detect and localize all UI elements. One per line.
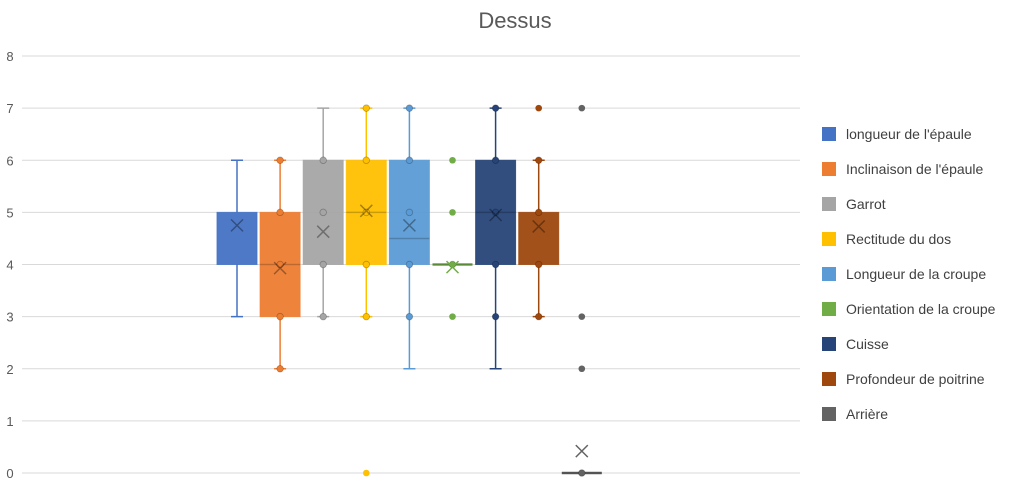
mean-marker (273, 261, 287, 275)
legend-swatch (822, 302, 836, 317)
mean-marker (489, 208, 503, 222)
data-point (362, 260, 370, 269)
box-series-6 (475, 104, 517, 370)
y-tick-label: 6 (6, 153, 13, 168)
legend-swatch (822, 407, 836, 422)
box-series-3 (345, 104, 387, 477)
data-point (535, 312, 543, 321)
outlier-point (449, 209, 456, 216)
mean-marker (359, 204, 373, 218)
box (216, 211, 258, 265)
data-point (535, 208, 543, 217)
legend-item: Inclinaison de l'épaule (822, 151, 995, 186)
box-series-2 (302, 107, 344, 321)
outlier-point (449, 156, 456, 164)
box-series-7 (518, 104, 560, 321)
data-point (362, 156, 370, 164)
outlier-point (449, 313, 456, 320)
data-point (405, 104, 414, 112)
data-point (491, 104, 500, 112)
data-point (319, 312, 327, 321)
mean-marker (230, 218, 244, 232)
legend-label: Orientation de la croupe (846, 301, 996, 318)
legend-swatch (822, 231, 836, 246)
legend-item: Longueur de la croupe (822, 256, 995, 291)
legend-item: Garrot (822, 186, 995, 221)
outlier-point (578, 313, 586, 320)
data-point (319, 260, 327, 269)
legend-label: Profondeur de poitrine (846, 371, 985, 388)
legend-label: Rectitude du dos (846, 230, 952, 247)
data-point (405, 260, 414, 269)
box-series-8 (561, 104, 602, 477)
data-point (276, 208, 284, 217)
legend-swatch (822, 372, 836, 387)
chart-title: Dessus (478, 8, 552, 33)
mean-marker (402, 218, 416, 232)
data-point (405, 156, 414, 164)
data-point (405, 208, 414, 217)
legend-item: longueur de l'épaule (822, 116, 995, 151)
data-point (319, 156, 327, 164)
box-series-4 (388, 104, 430, 370)
data-point (319, 208, 327, 217)
outlier-point (578, 104, 586, 112)
legend-swatch (822, 196, 836, 211)
y-tick-label: 2 (6, 362, 13, 377)
legend-label: Inclinaison de l'épaule (846, 160, 984, 177)
legend-swatch (822, 161, 836, 176)
data-point (535, 156, 543, 164)
legend-item: Rectitude du dos (822, 221, 995, 256)
legend-swatch (822, 266, 836, 281)
outlier-point (578, 365, 586, 373)
data-point (491, 312, 500, 321)
data-point (578, 469, 586, 477)
data-point (491, 208, 500, 217)
mean-marker (575, 444, 589, 458)
y-tick-label: 7 (6, 101, 13, 116)
y-tick-label: 5 (6, 205, 13, 220)
data-point (276, 312, 284, 321)
y-tick-label: 8 (6, 49, 13, 64)
legend-label: Arrière (846, 406, 889, 423)
outlier-point (535, 104, 542, 112)
y-tick-label: 4 (6, 258, 13, 273)
legend-item: Cuisse (822, 327, 995, 362)
legend-label: longueur de l'épaule (846, 125, 972, 142)
y-tick-label: 3 (6, 310, 13, 325)
data-point (491, 260, 500, 269)
box-series-5 (432, 156, 473, 320)
legend-item: Profondeur de poitrine (822, 362, 995, 397)
y-tick-label: 0 (6, 466, 13, 481)
data-point (362, 104, 370, 112)
data-point (405, 312, 414, 321)
data-point (491, 156, 500, 164)
legend-label: Longueur de la croupe (846, 265, 987, 282)
data-point (276, 365, 284, 373)
legend-swatch (822, 337, 836, 352)
legend-item: Arrière (822, 397, 995, 432)
legend-label: Garrot (846, 195, 886, 212)
data-point (362, 208, 370, 217)
box (518, 211, 560, 265)
mean-marker (445, 260, 460, 274)
data-point (535, 260, 543, 269)
legend-label: Cuisse (846, 336, 889, 353)
legend: longueur de l'épaule Inclinaison de l'épa… (822, 116, 995, 432)
data-point (276, 260, 284, 269)
mean-marker (532, 219, 546, 233)
outlier-point (363, 469, 370, 477)
mean-marker (316, 225, 330, 239)
box-series-0 (216, 159, 258, 318)
y-tick-label: 1 (6, 414, 13, 429)
legend-item: Orientation de la croupe (822, 291, 995, 326)
data-point (276, 156, 284, 164)
data-point (362, 312, 370, 321)
legend-swatch (822, 126, 836, 141)
box-series-1 (259, 156, 301, 373)
